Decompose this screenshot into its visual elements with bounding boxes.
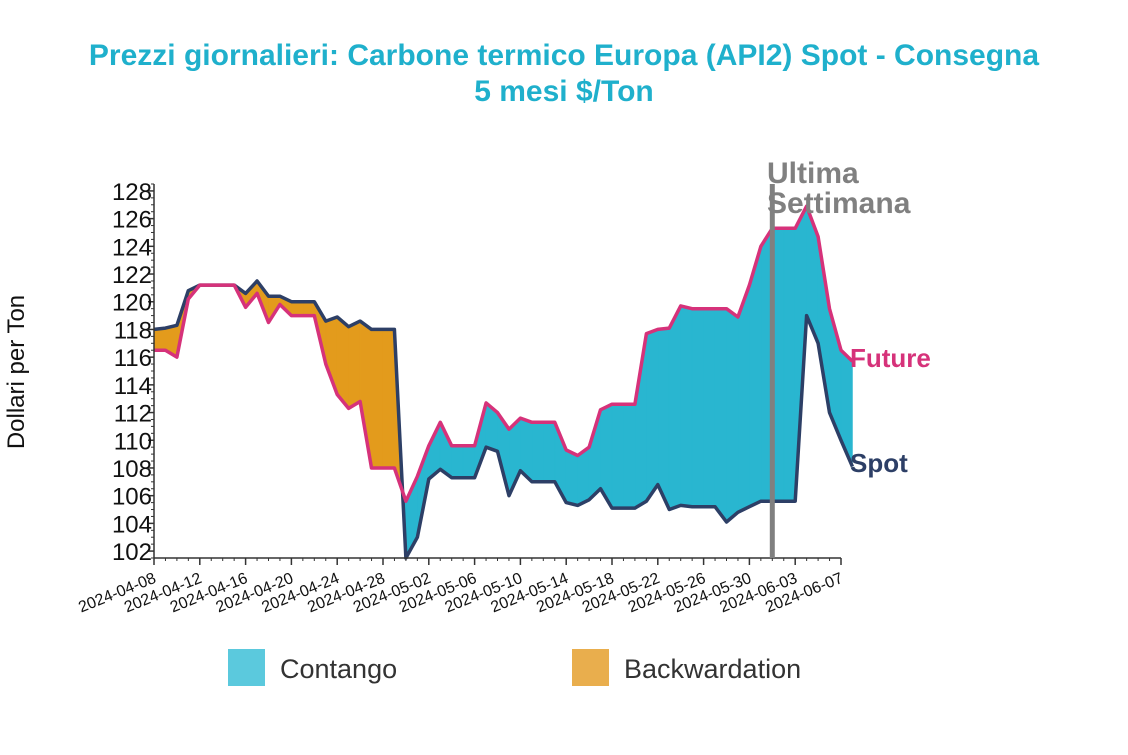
y-tick-label: 126 — [112, 207, 152, 234]
contango-area — [542, 421, 556, 483]
y-tick-label: 118 — [114, 317, 152, 344]
contango-area — [714, 308, 727, 523]
contango-area — [462, 445, 475, 478]
y-tick-label: 124 — [112, 234, 152, 261]
contango-area — [565, 449, 578, 506]
y-tick-label: 116 — [114, 345, 152, 372]
contango-area — [668, 305, 682, 510]
legend: Contango Backwardation — [228, 649, 801, 686]
backwardation-area — [291, 301, 304, 316]
y-tick-label: 110 — [114, 428, 152, 455]
contango-area — [783, 228, 796, 502]
series-label-spot: Spot — [850, 448, 908, 478]
contango-area — [691, 308, 704, 508]
chart-title-line-1: Prezzi giornalieri: Carbone termico Euro… — [88, 39, 1040, 72]
y-tick-label: 106 — [112, 484, 152, 511]
spot-line — [153, 279, 855, 560]
annotation-line-1: Ultima — [767, 157, 859, 190]
annotation-line-2: Settimana — [767, 187, 911, 220]
y-tick-label: 108 — [112, 456, 152, 483]
contango-area — [726, 308, 739, 523]
contango-area — [703, 308, 716, 508]
contango-area — [657, 327, 670, 510]
y-tick-label: 102 — [112, 539, 152, 566]
contango-area — [451, 445, 464, 478]
contango-area — [680, 305, 693, 508]
y-tick-label: 122 — [112, 262, 152, 289]
series-label-future: Future — [850, 343, 931, 373]
y-tick-label: 112 — [114, 401, 152, 428]
backwardation-area — [382, 329, 395, 469]
chart-title: Prezzi giornalieri: Carbone termico Euro… — [0, 38, 1128, 110]
chart-title-line-2: 5 mesi $/Ton — [474, 75, 654, 108]
backwardation-area — [302, 301, 315, 316]
backwardation-area — [371, 329, 384, 469]
fill-areas — [153, 206, 853, 559]
backwardation-area — [359, 320, 372, 469]
y-axis-title: Dollari per Ton — [3, 295, 30, 449]
legend-label-backwardation: Backwardation — [624, 654, 801, 684]
legend-swatch-contango — [228, 649, 265, 686]
contango-area — [646, 329, 659, 503]
series-lines — [153, 204, 855, 560]
backwardation-area — [348, 320, 361, 409]
legend-label-contango: Contango — [280, 654, 397, 684]
legend-swatch-backwardation — [572, 649, 609, 686]
contango-area — [531, 421, 544, 483]
contango-area — [737, 285, 750, 513]
future-line — [154, 204, 854, 503]
y-tick-label: 120 — [112, 290, 152, 317]
contango-area — [611, 403, 624, 509]
y-tick-label: 128 — [112, 179, 152, 206]
y-tick-label: 114 — [114, 373, 152, 400]
contango-area — [623, 403, 636, 509]
backwardation-area — [153, 327, 166, 351]
y-tick-label: 104 — [112, 511, 152, 538]
